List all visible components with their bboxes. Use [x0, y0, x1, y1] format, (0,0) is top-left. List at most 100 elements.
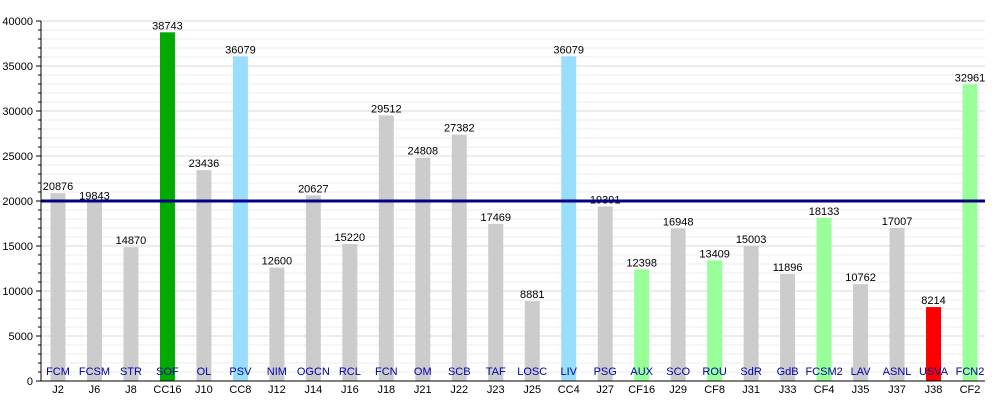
- bar-J22: [451, 134, 467, 381]
- data-label: 36079: [225, 44, 256, 56]
- bar-inner-label: ROU: [702, 366, 727, 378]
- bar-J29: [670, 228, 686, 381]
- x-tick-label: J31: [742, 384, 760, 396]
- x-tick-label: J29: [669, 384, 687, 396]
- bar-inner-label: PSV: [229, 366, 252, 378]
- bar-J12: [269, 267, 285, 381]
- data-label: 19843: [79, 190, 110, 202]
- bar-inner-label: ASNL: [883, 366, 912, 378]
- bar-inner-label: OM: [414, 366, 432, 378]
- bar-inner-label: RCL: [339, 366, 361, 378]
- bar-inner-label: LOSC: [517, 366, 547, 378]
- y-tick-label: 30000: [2, 106, 33, 118]
- x-tick-label: CF8: [704, 384, 725, 396]
- x-tick-label: CF2: [960, 384, 981, 396]
- x-tick-label: J37: [888, 384, 906, 396]
- bar-inner-label: STR: [120, 366, 142, 378]
- bar-J31: [743, 245, 759, 381]
- bar-J18: [378, 115, 394, 381]
- data-label: 32961: [955, 72, 986, 84]
- bar-inner-label: FCSM: [79, 366, 110, 378]
- bar-inner-label: SdR: [740, 366, 761, 378]
- x-tick-label: J38: [925, 384, 943, 396]
- bar-J10: [196, 170, 212, 381]
- bar-J14: [305, 195, 321, 381]
- bar-inner-label: FCN: [375, 366, 398, 378]
- y-tick-label: 10000: [2, 286, 33, 298]
- y-tick-label: 40000: [2, 16, 33, 28]
- bar-inner-label: SCO: [666, 366, 690, 378]
- y-tick-label: 15000: [2, 241, 33, 253]
- x-tick-label: CC4: [558, 384, 580, 396]
- bar-inner-label: NIM: [267, 366, 287, 378]
- data-label: 17007: [882, 216, 913, 228]
- y-tick-label: 0: [27, 376, 33, 388]
- data-label: 8214: [921, 295, 945, 307]
- bar-inner-label: FCM: [46, 366, 70, 378]
- bar-J6: [86, 202, 102, 381]
- data-label: 38743: [152, 20, 183, 32]
- x-tick-label: J35: [852, 384, 870, 396]
- bar-J16: [342, 244, 358, 381]
- bar-CC8: [232, 56, 248, 381]
- x-tick-label: J33: [779, 384, 797, 396]
- x-tick-label: J12: [268, 384, 286, 396]
- bar-J2: [50, 193, 66, 381]
- bar-inner-label: TAF: [486, 366, 506, 378]
- y-tick-label: 5000: [9, 331, 33, 343]
- y-tick-label: 35000: [2, 61, 33, 73]
- bar-J37: [889, 227, 905, 381]
- data-label: 23436: [189, 158, 220, 170]
- bar-CF2: [962, 84, 978, 381]
- x-tick-label: J14: [304, 384, 322, 396]
- data-label: 13409: [699, 248, 730, 260]
- data-label: 10762: [845, 272, 876, 284]
- bar-inner-label: PSG: [594, 366, 617, 378]
- bar-inner-label: LIV: [560, 366, 577, 378]
- bar-inner-label: SCB: [448, 366, 471, 378]
- bar-CF4: [816, 217, 832, 381]
- data-label: 29512: [371, 103, 402, 115]
- data-label: 17469: [480, 212, 511, 224]
- bar-J27: [597, 206, 613, 381]
- y-tick-label: 20000: [2, 196, 33, 208]
- bar-inner-label: OGCN: [297, 366, 330, 378]
- x-tick-label: J2: [52, 384, 64, 396]
- x-tick-label: J16: [341, 384, 359, 396]
- data-label: 15220: [335, 232, 366, 244]
- x-tick-label: CC8: [229, 384, 251, 396]
- bar-CC4: [561, 56, 577, 381]
- bar-J8: [123, 247, 139, 381]
- x-tick-label: J22: [450, 384, 468, 396]
- data-label: 14870: [116, 235, 147, 247]
- data-label: 8881: [520, 289, 544, 301]
- data-label: 20627: [298, 183, 329, 195]
- x-tick-label: J23: [487, 384, 505, 396]
- x-tick-label: CF16: [628, 384, 655, 396]
- data-label: 36079: [553, 44, 584, 56]
- bar-J23: [488, 223, 504, 381]
- x-tick-label: J18: [377, 384, 395, 396]
- data-label: 16948: [663, 216, 694, 228]
- data-label: 18133: [809, 206, 840, 218]
- data-label: 27382: [444, 123, 475, 135]
- bar-inner-label: OL: [197, 366, 212, 378]
- bar-J21: [415, 157, 431, 381]
- bar-CC16: [159, 32, 175, 382]
- x-tick-label: J25: [523, 384, 541, 396]
- data-label: 11896: [773, 262, 803, 274]
- data-label: 24808: [408, 146, 439, 158]
- x-tick-label: J21: [414, 384, 432, 396]
- bar-inner-label: SOF: [156, 366, 179, 378]
- x-tick-label: J6: [89, 384, 101, 396]
- bar-inner-label: AUX: [630, 366, 653, 378]
- x-tick-label: J10: [195, 384, 213, 396]
- x-tick-label: J27: [596, 384, 614, 396]
- data-label: 20876: [43, 181, 74, 193]
- data-label: 12398: [626, 257, 657, 269]
- bar-inner-label: USVA: [919, 366, 949, 378]
- x-tick-label: J8: [125, 384, 137, 396]
- y-tick-label: 25000: [2, 151, 33, 163]
- x-tick-label: CF4: [814, 384, 835, 396]
